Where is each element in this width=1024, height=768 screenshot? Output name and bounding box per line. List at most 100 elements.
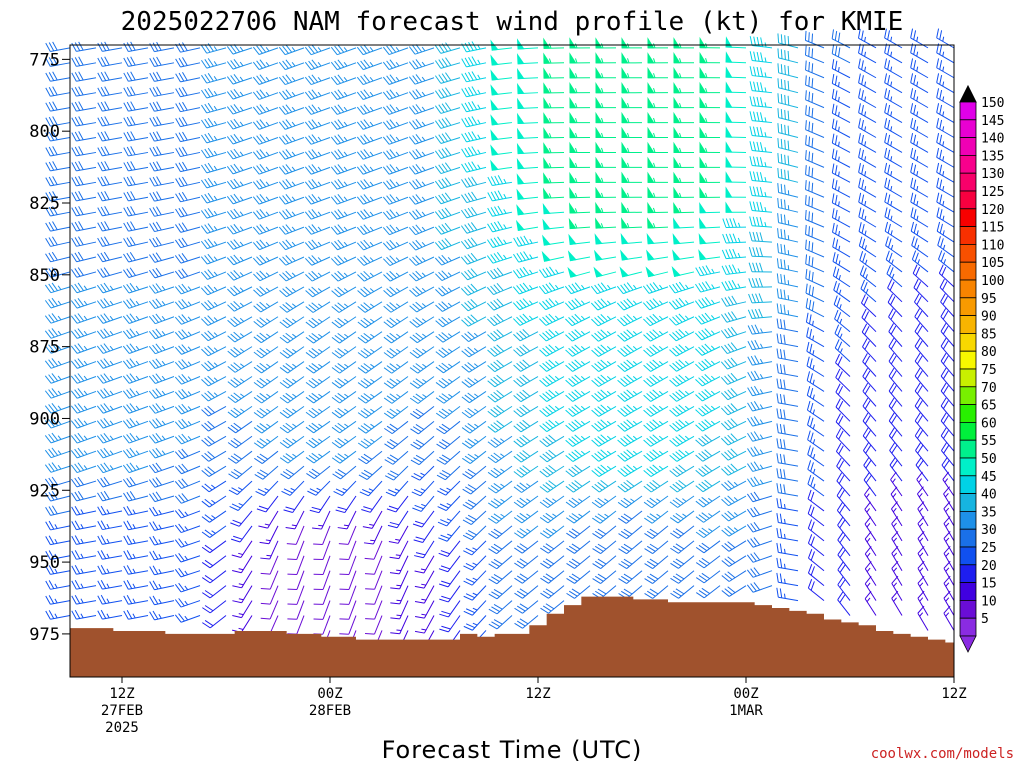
barb-full-tick bbox=[462, 534, 472, 541]
barb-full-tick bbox=[182, 161, 188, 171]
barb-full-tick bbox=[539, 364, 547, 372]
barb-full-tick bbox=[617, 349, 625, 357]
wind-barb bbox=[438, 525, 461, 542]
wind-barb bbox=[618, 585, 643, 599]
barb-full-tick bbox=[74, 565, 81, 574]
barb-full-tick bbox=[97, 595, 103, 605]
barb-full-tick bbox=[441, 301, 449, 309]
barb-full-tick bbox=[617, 469, 626, 477]
wind-barb bbox=[45, 610, 71, 620]
barb-full-tick bbox=[227, 396, 236, 403]
barb-full-tick bbox=[156, 191, 162, 201]
barb-half-tick bbox=[600, 207, 604, 213]
barb-half-tick bbox=[477, 89, 481, 95]
barb-full-tick bbox=[643, 424, 652, 432]
barb-full-tick bbox=[644, 533, 653, 539]
barb-full-tick bbox=[148, 375, 156, 384]
barb-full-tick bbox=[178, 162, 185, 172]
barb-full-tick bbox=[652, 374, 661, 382]
barb-full-tick bbox=[542, 530, 552, 537]
barb-full-tick bbox=[435, 335, 444, 343]
wind-barb bbox=[382, 194, 409, 205]
barb-half-tick bbox=[265, 136, 270, 142]
barb-half-tick bbox=[213, 210, 218, 216]
barb-full-tick bbox=[311, 44, 319, 53]
barb-full-tick bbox=[565, 439, 574, 447]
barb-full-tick bbox=[441, 362, 450, 370]
barb-half-tick bbox=[265, 303, 271, 308]
barb-full-tick bbox=[382, 136, 390, 145]
wind-barb bbox=[437, 480, 461, 496]
barb-full-tick bbox=[126, 57, 133, 66]
barb-full-tick bbox=[337, 194, 345, 203]
barb-full-tick bbox=[464, 409, 473, 417]
barb-full-tick bbox=[311, 59, 319, 68]
barb-full-tick bbox=[574, 434, 583, 442]
barb-full-tick bbox=[623, 315, 631, 324]
wind-barb bbox=[149, 191, 175, 202]
wind-barb bbox=[45, 221, 71, 232]
barb-full-tick bbox=[437, 490, 446, 496]
wind-barb bbox=[71, 41, 97, 52]
barb-half-tick bbox=[477, 134, 481, 140]
wind-barb bbox=[463, 585, 487, 601]
barb-full-tick bbox=[644, 517, 653, 524]
barb-full-tick bbox=[44, 464, 52, 473]
barb-full-tick bbox=[149, 223, 155, 232]
barb-full-tick bbox=[178, 254, 185, 263]
wind-barb bbox=[71, 236, 97, 247]
barb-full-tick bbox=[490, 378, 499, 386]
wind-barb bbox=[226, 148, 253, 160]
wind-barb bbox=[285, 510, 305, 530]
wind-barb bbox=[201, 495, 227, 508]
barb-half-tick bbox=[580, 390, 586, 395]
barb-half-tick bbox=[394, 488, 400, 492]
barb-full-tick bbox=[230, 75, 237, 84]
barb-full-tick bbox=[178, 132, 185, 142]
barb-full-tick bbox=[467, 407, 476, 415]
barb-half-tick bbox=[57, 330, 62, 336]
barb-full-tick bbox=[155, 462, 163, 471]
barb-full-tick bbox=[386, 45, 393, 54]
barb-full-tick bbox=[259, 164, 267, 173]
barb-full-tick bbox=[438, 395, 447, 402]
barb-full-tick bbox=[460, 209, 468, 219]
barb-full-tick bbox=[155, 388, 163, 397]
barb-full-tick bbox=[202, 592, 211, 599]
barb-full-tick bbox=[200, 256, 208, 265]
barb-full-tick bbox=[52, 176, 58, 185]
barb-full-tick bbox=[44, 284, 52, 293]
barb-full-tick bbox=[174, 436, 182, 445]
wind-barb bbox=[461, 420, 487, 434]
barb-full-tick bbox=[514, 577, 523, 584]
barb-half-tick bbox=[601, 132, 604, 138]
barb-full-tick bbox=[311, 270, 319, 279]
barb-half-tick bbox=[239, 226, 244, 231]
barb-full-tick bbox=[308, 288, 317, 296]
barb-full-tick bbox=[285, 526, 296, 530]
wind-barb bbox=[174, 283, 201, 295]
wind-barb bbox=[226, 239, 253, 250]
wind-barb bbox=[540, 570, 565, 584]
barb-full-tick bbox=[200, 210, 208, 219]
barb-full-tick bbox=[103, 313, 111, 322]
wind-barb bbox=[174, 613, 201, 623]
barb-half-tick bbox=[265, 106, 270, 112]
barb-full-tick bbox=[175, 73, 181, 83]
barb-full-tick bbox=[626, 449, 635, 457]
barb-full-tick bbox=[304, 151, 312, 160]
barb-full-tick bbox=[279, 411, 288, 419]
barb-full-tick bbox=[626, 419, 635, 427]
barb-full-tick bbox=[363, 423, 372, 430]
barb-half-tick bbox=[632, 405, 638, 410]
barb-full-tick bbox=[334, 75, 341, 84]
wind-barb bbox=[487, 480, 513, 494]
barb-full-tick bbox=[467, 438, 476, 445]
wind-barb bbox=[363, 525, 383, 545]
barb-half-tick bbox=[317, 47, 322, 52]
barb-full-tick bbox=[363, 164, 371, 173]
barb-full-tick bbox=[571, 588, 581, 595]
barb-half-tick bbox=[135, 405, 140, 410]
barb-full-tick bbox=[126, 359, 133, 368]
barb-full-tick bbox=[386, 225, 394, 234]
